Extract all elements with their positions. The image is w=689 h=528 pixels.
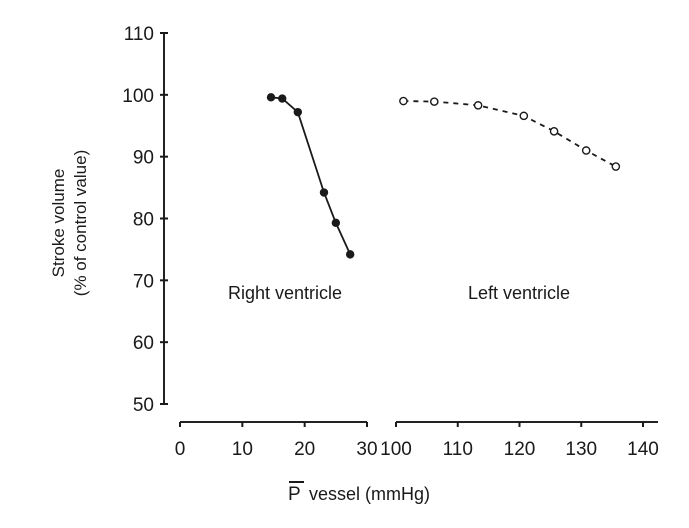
x-axis-title: P vessel (mmHg) [288,481,430,505]
data-point-open [581,146,591,155]
x-tick-label: 130 [565,439,597,460]
x-tick-label: 120 [504,439,536,460]
x-axis-title-symbol: P [288,484,301,505]
data-point-open [519,111,529,121]
y-tick-label: 50 [133,395,154,416]
data-point-open [399,96,408,106]
y-axis-title-line2: (% of control value) [71,150,90,296]
x-axis-left-ventricle: 100 110 120 130 140 [380,421,659,460]
data-point-filled [319,188,329,197]
y-tick-label: 80 [133,210,154,231]
data-point-filled [293,107,303,117]
y-tick-label: 60 [133,333,154,354]
y-axis-title: Stroke volume (% of control value) [49,150,90,296]
x-axis-title-text: vessel (mmHg) [304,484,430,504]
x-tick-label: 110 [443,439,473,460]
y-axis: 50 60 70 80 90 100 110 [122,24,168,416]
series-left-ventricle [399,96,621,171]
x-tick-label: 10 [232,439,253,460]
data-point-open [611,162,621,171]
y-tick-label: 110 [124,24,154,45]
data-point-open [549,127,559,136]
x-tick-label: 140 [627,439,659,460]
data-point-filled [266,93,276,102]
x-tick-label: 0 [175,439,186,460]
x-tick-label: 30 [356,439,377,460]
y-axis-title-line1: Stroke volume [49,169,68,278]
label-left-ventricle: Left ventricle [468,283,570,303]
y-tick-label: 100 [122,86,154,107]
y-tick-label: 70 [133,271,154,292]
data-point-open [429,97,439,106]
data-point-filled [331,218,341,228]
x-tick-label: 20 [294,439,315,460]
x-axis-right-ventricle: 0 10 20 30 [175,421,378,460]
data-point-open [473,101,483,110]
x-tick-label: 100 [380,439,412,460]
label-right-ventricle: Right ventricle [228,283,342,303]
y-tick-label: 90 [133,148,154,169]
data-point-filled [345,250,355,259]
data-point-filled [278,94,287,103]
series-right-ventricle [266,93,355,259]
